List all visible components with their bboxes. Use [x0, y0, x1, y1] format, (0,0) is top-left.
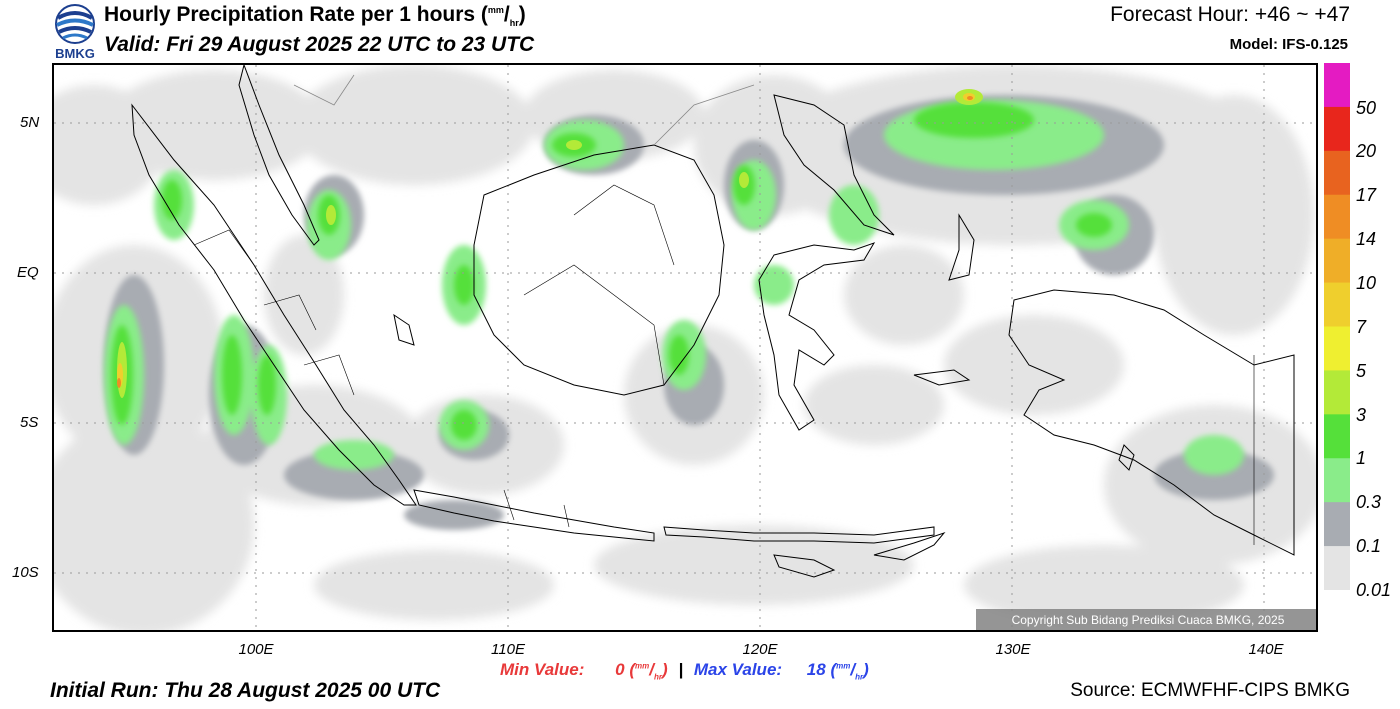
- sulawesi-coast: [758, 242, 876, 431]
- colorbar-label: 17: [1356, 185, 1377, 205]
- initial-run: Initial Run: Thu 28 August 2025 00 UTC: [50, 679, 441, 702]
- min-unit-den: hr: [653, 672, 662, 682]
- max-value: 18: [806, 660, 826, 679]
- lon-label-130e: 130E: [995, 641, 1031, 658]
- bmkg-logo: BMKG: [50, 2, 100, 61]
- min-unit: (mm/hr): [629, 660, 668, 682]
- max-unit-close: ): [863, 660, 869, 679]
- min-value: 0: [615, 660, 625, 679]
- colorbar-label: 10: [1356, 273, 1377, 293]
- colorbar-label: 0.1: [1356, 536, 1382, 556]
- min-value-label: Min Value:: [500, 660, 585, 679]
- model-name: Model: IFS-0.125: [1229, 36, 1348, 53]
- colorbar-label: 0.01: [1356, 580, 1392, 600]
- bmkg-emblem-icon: [55, 4, 95, 44]
- colorbar-swatch: [1324, 63, 1350, 108]
- borneo-coast: [473, 144, 725, 396]
- copyright-notice: Copyright Sub Bidang Prediksi Cuaca BMKG…: [976, 609, 1316, 630]
- colorbar-swatch: [1324, 370, 1350, 415]
- min-unit-sep: /: [649, 660, 654, 679]
- min-unit-open: (: [629, 660, 635, 679]
- forecast-hour: Forecast Hour: +46 ~ +47: [1110, 3, 1350, 26]
- colorbar-swatch: [1324, 546, 1350, 591]
- sumbawa-coast: [773, 554, 836, 578]
- lat-label-5s: 5S: [20, 414, 39, 431]
- colorbar-label: 20: [1356, 141, 1377, 161]
- lon-label-100e: 100E: [238, 641, 274, 658]
- colorbar-swatch: [1324, 502, 1350, 547]
- colorbar-label: 1: [1356, 448, 1367, 468]
- bangka-coast: [393, 313, 415, 346]
- colorbar-swatch: [1324, 238, 1350, 284]
- lon-label-110e: 110E: [491, 641, 525, 658]
- max-unit-open: (: [830, 660, 837, 679]
- colorbar-label: 5: [1356, 361, 1367, 381]
- province-borders: [193, 184, 1255, 545]
- lesser-sunda-coast: [663, 526, 935, 544]
- lat-label-eq: EQ: [17, 264, 39, 281]
- min-max-values: Min Value: 0 (mm/hr) | Max Value: 18 (mm…: [500, 660, 869, 681]
- sumatra-coast: [131, 103, 417, 506]
- valid-time: Valid: Fri 29 August 2025 22 UTC to 23 U…: [104, 33, 535, 56]
- timor-coast: [873, 531, 946, 561]
- precip-orange-layer: [117, 96, 973, 388]
- philippines-coast: [773, 94, 895, 236]
- country-borders: [293, 74, 755, 146]
- colorbar-label: 14: [1356, 229, 1377, 249]
- lat-label-10s: 10S: [12, 564, 39, 581]
- precipitation-map: Copyright Sub Bidang Prediksi Cuaca BMKG…: [52, 63, 1318, 632]
- colorbar-label: 0.3: [1356, 492, 1382, 512]
- colorbar-swatch: [1324, 150, 1350, 196]
- map-title: Hourly Precipitation Rate per 1 hours (m…: [104, 3, 526, 28]
- colorbar-swatch: [1324, 282, 1350, 327]
- colorbar-swatch: [1324, 326, 1350, 371]
- lat-label-5n: 5N: [20, 114, 40, 131]
- max-unit-den: hr: [855, 672, 864, 682]
- title-unit-num: mm: [487, 5, 504, 15]
- halmahera-coast: [948, 213, 975, 281]
- map-canvas: [54, 65, 1316, 630]
- title-unit-den: hr: [509, 18, 519, 29]
- coastlines: [131, 65, 1295, 578]
- max-unit-sep: /: [850, 660, 856, 679]
- logo-text: BMKG: [55, 46, 95, 61]
- min-unit-num: mm: [635, 661, 650, 671]
- colorbar-label: 3: [1356, 405, 1367, 425]
- colorbar-label: 7: [1356, 317, 1367, 337]
- maluku-coast: [913, 369, 971, 386]
- max-unit: (mm/hr): [830, 660, 869, 682]
- colorbar: [1324, 63, 1350, 591]
- java-coast: [413, 489, 655, 542]
- min-max-separator: |: [678, 660, 684, 679]
- max-value-label: Max Value:: [693, 660, 783, 679]
- colorbar-label: 50: [1356, 98, 1377, 118]
- min-unit-close: ): [661, 660, 668, 679]
- title-text: Hourly Precipitation Rate per 1 hours (: [104, 3, 488, 26]
- malay-peninsula-coast: [238, 65, 320, 246]
- aru-coast: [1118, 444, 1135, 471]
- precip-green-layer: [111, 102, 1112, 440]
- colorbar-swatch: [1324, 414, 1350, 459]
- colorbar-swatch: [1324, 194, 1350, 240]
- colorbar-swatch: [1324, 458, 1350, 503]
- title-unit-sep: /: [503, 3, 510, 26]
- title-close: ): [518, 3, 526, 26]
- max-unit-num: mm: [836, 661, 851, 671]
- lon-label-120e: 120E: [742, 641, 778, 658]
- colorbar-swatches: [1324, 63, 1350, 591]
- papua-coast: [1008, 289, 1295, 556]
- colorbar-swatch: [1324, 106, 1350, 152]
- lon-label-140e: 140E: [1248, 641, 1284, 658]
- data-source: Source: ECMWFHF-CIPS BMKG: [1070, 680, 1350, 701]
